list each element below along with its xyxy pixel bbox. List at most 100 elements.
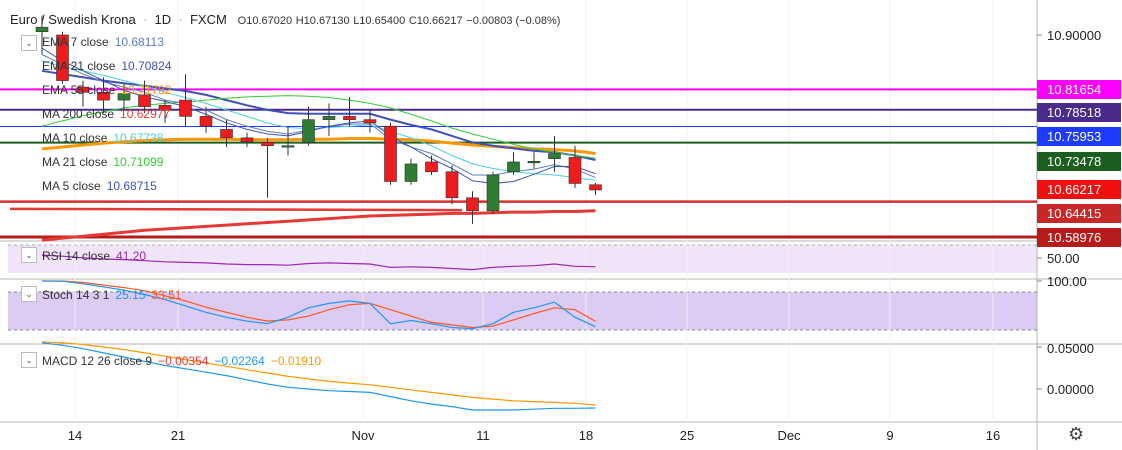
candle[interactable] [117,83,131,110]
rsi-axis-label: 50.00 [1047,251,1080,266]
candle-body [56,34,69,81]
legend-item[interactable]: MA 5 close 10.68715 [42,179,157,193]
legend-item-value: 10.70824 [121,59,172,73]
ma-line-ma-10 [41,60,596,181]
candle[interactable] [486,171,500,215]
symbol-name[interactable]: Euro / Swedish Krona [10,12,136,27]
time-axis-label: 21 [170,428,186,443]
candle[interactable] [76,80,90,107]
stoch-axis-label: 100.00 [1047,274,1087,289]
ohlc-open: O10.67020 [237,15,293,27]
legend-item-name: EMA 21 close [42,59,116,73]
candle[interactable] [466,191,479,224]
legend-item[interactable]: EMA 21 close 10.70824 [42,59,171,73]
gear-icon[interactable]: ⚙ [1068,424,1085,444]
candle-body [322,116,336,120]
candle-body [302,119,315,143]
price-label: 10.73478 [1037,152,1121,171]
time-axis-label: 16 [985,428,1001,443]
candle[interactable] [302,106,315,146]
time-axis-label: Dec [777,428,801,443]
candle-body [384,125,397,182]
candle[interactable] [199,106,213,133]
rsi-line [41,254,596,271]
candle[interactable] [568,145,582,189]
candle[interactable] [158,100,172,123]
candle[interactable] [281,126,295,156]
legend-item-value: 10.68715 [106,179,157,193]
legend-item-value: 10.67738 [113,131,164,145]
candle[interactable] [425,155,438,175]
price-axis-top-label: 10.90000 [1047,28,1102,43]
macd-signal-line [41,341,596,406]
legend-collapse-button[interactable]: ⌄ [21,35,37,51]
candle[interactable] [220,119,233,147]
stoch-collapse-button[interactable]: ⌄ [21,286,37,302]
rsi-legend[interactable]: RSI 14 close 41.20 [42,249,147,263]
stoch-band [8,292,1037,330]
candle[interactable] [138,80,151,114]
candle-body [527,161,541,164]
candle-body [548,153,561,160]
time-axis-label: 18 [578,428,594,443]
ma-line-ma-200 [41,209,596,242]
stoch-d-line [42,280,596,329]
rsi-collapse-button[interactable]: ⌄ [21,247,37,263]
candle-body [35,26,49,33]
legend-item[interactable]: EMA 55 close 10.71782 [42,83,171,97]
candle-body [466,197,479,212]
legend-item-value: 10.71782 [121,83,172,97]
candle[interactable] [589,182,602,196]
ohlc-high: H10.67130 [295,15,350,27]
price-label: 10.66217 [1037,180,1121,199]
stoch-k-value: 25.15 [115,288,146,302]
legend-item-value: 10.71099 [113,155,164,169]
interval[interactable]: 1D [154,12,172,27]
candle[interactable] [507,152,520,175]
candle[interactable] [322,103,336,136]
chart-header: Euro / Swedish Krona · 1D · FXCM O10.670… [10,12,561,27]
candle-body [97,91,110,101]
candle[interactable] [363,109,377,133]
legend-item-name: MA 5 close [42,179,101,193]
candle-body [589,184,602,191]
macd-axis-top: 0.05000 [1047,341,1094,356]
candle[interactable] [445,165,459,205]
price-label: 10.58976 [1037,228,1121,247]
legend-item[interactable]: MA 200 close 10.62977 [42,107,170,121]
candle[interactable] [527,152,541,169]
price-label: 10.64415 [1037,204,1121,223]
exchange: FXCM [189,12,227,27]
price-label: 10.81654 [1037,80,1121,99]
legend-item[interactable]: EMA 7 close 10.68113 [42,35,164,49]
candle[interactable] [404,158,418,185]
candle[interactable] [56,31,69,84]
candle[interactable] [384,122,397,185]
ohlc-close: C10.66217 [408,15,463,27]
macd-hist-value: −0.00354 [158,354,209,368]
candle[interactable] [35,15,49,55]
stoch-legend[interactable]: Stoch 14 3 1 25.15 33.51 [42,288,182,302]
candle-body [179,99,192,117]
candle-body [281,145,295,148]
legend-item[interactable]: MA 21 close 10.71099 [42,155,163,169]
candle[interactable] [240,132,254,147]
ma-line-ma-5 [41,47,596,185]
macd-collapse-button[interactable]: ⌄ [21,352,37,368]
legend-item[interactable]: MA 10 close 10.67738 [42,131,163,145]
legend-item-name: MA 10 close [42,131,108,145]
candle[interactable] [179,74,192,127]
candle[interactable] [261,137,274,198]
legend-item-name: MA 200 close [42,107,115,121]
legend-item-value: 10.68113 [114,35,164,49]
candle[interactable] [548,135,561,172]
candle-body [117,93,131,101]
candle-body [568,157,582,184]
rsi-value: 41.20 [116,249,147,263]
stoch-d-value: 33.51 [151,288,182,302]
macd-legend[interactable]: MACD 12 26 close 9 −0.00354 −0.02264 −0.019… [42,354,322,368]
candle[interactable] [97,77,110,114]
ohlc-change: −0.00803 (−0.08%) [466,15,561,27]
candle[interactable] [343,96,356,127]
